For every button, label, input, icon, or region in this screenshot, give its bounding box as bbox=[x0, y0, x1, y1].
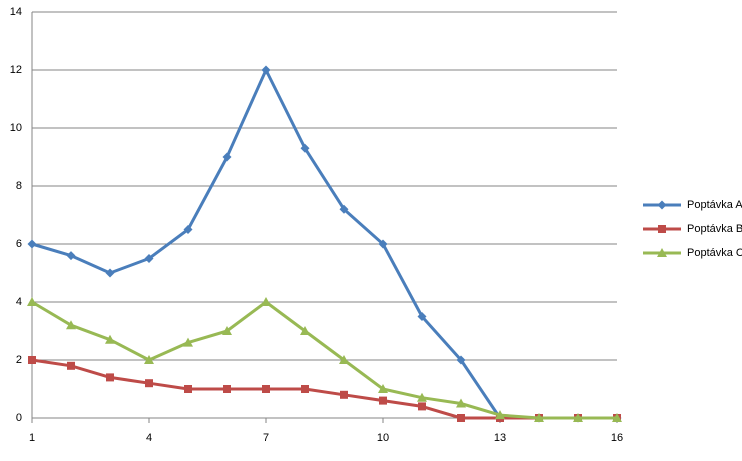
y-tick-label: 4 bbox=[16, 296, 22, 308]
legend-label: Poptávka C bbox=[687, 247, 742, 259]
marker bbox=[261, 297, 271, 306]
marker bbox=[105, 268, 115, 278]
marker bbox=[105, 334, 115, 344]
marker bbox=[378, 384, 388, 393]
marker bbox=[27, 297, 37, 306]
y-tick-label: 8 bbox=[16, 180, 22, 192]
marker bbox=[534, 413, 544, 422]
marker bbox=[339, 355, 349, 364]
marker bbox=[144, 254, 154, 263]
legend-label: Poptávka A bbox=[687, 199, 742, 211]
x-tick-label: 7 bbox=[263, 432, 269, 444]
x-tick-label: 1 bbox=[29, 432, 35, 444]
marker bbox=[657, 200, 667, 210]
marker bbox=[301, 385, 309, 393]
marker bbox=[144, 355, 154, 364]
y-tick-label: 6 bbox=[16, 238, 22, 250]
marker bbox=[417, 392, 427, 402]
marker bbox=[340, 390, 348, 399]
marker bbox=[379, 396, 387, 405]
marker bbox=[261, 65, 271, 75]
marker bbox=[184, 385, 192, 393]
marker bbox=[223, 385, 231, 393]
marker bbox=[457, 414, 465, 422]
marker bbox=[417, 312, 427, 321]
marker bbox=[495, 410, 505, 420]
marker bbox=[222, 326, 232, 335]
marker bbox=[378, 239, 388, 249]
marker bbox=[66, 251, 76, 261]
marker bbox=[67, 361, 75, 370]
marker bbox=[300, 326, 310, 335]
marker bbox=[183, 337, 193, 347]
series-line bbox=[31, 358, 617, 420]
marker bbox=[418, 402, 426, 411]
marker bbox=[262, 385, 270, 393]
marker bbox=[106, 373, 114, 382]
y-tick-label: 10 bbox=[10, 122, 22, 134]
marker bbox=[612, 413, 622, 422]
marker bbox=[183, 225, 193, 234]
y-tick-label: 14 bbox=[10, 6, 22, 18]
marker bbox=[658, 225, 666, 233]
marker bbox=[300, 143, 310, 153]
marker bbox=[222, 152, 232, 162]
marker bbox=[66, 320, 76, 330]
x-tick-label: 13 bbox=[494, 432, 506, 444]
y-tick-label: 0 bbox=[16, 412, 22, 424]
x-tick-label: 4 bbox=[146, 432, 152, 444]
marker bbox=[657, 248, 667, 257]
series-line bbox=[31, 300, 617, 420]
marker bbox=[339, 204, 349, 214]
marker bbox=[456, 355, 466, 365]
marker bbox=[456, 398, 466, 408]
legend-label: Poptávka B bbox=[687, 223, 742, 235]
marker bbox=[27, 239, 37, 249]
x-tick-label: 10 bbox=[377, 432, 389, 444]
y-tick-label: 12 bbox=[10, 64, 22, 76]
marker bbox=[145, 379, 153, 388]
x-tick-label: 16 bbox=[611, 432, 623, 444]
y-tick-label: 2 bbox=[16, 354, 22, 366]
marker bbox=[28, 356, 36, 364]
marker bbox=[573, 413, 583, 422]
